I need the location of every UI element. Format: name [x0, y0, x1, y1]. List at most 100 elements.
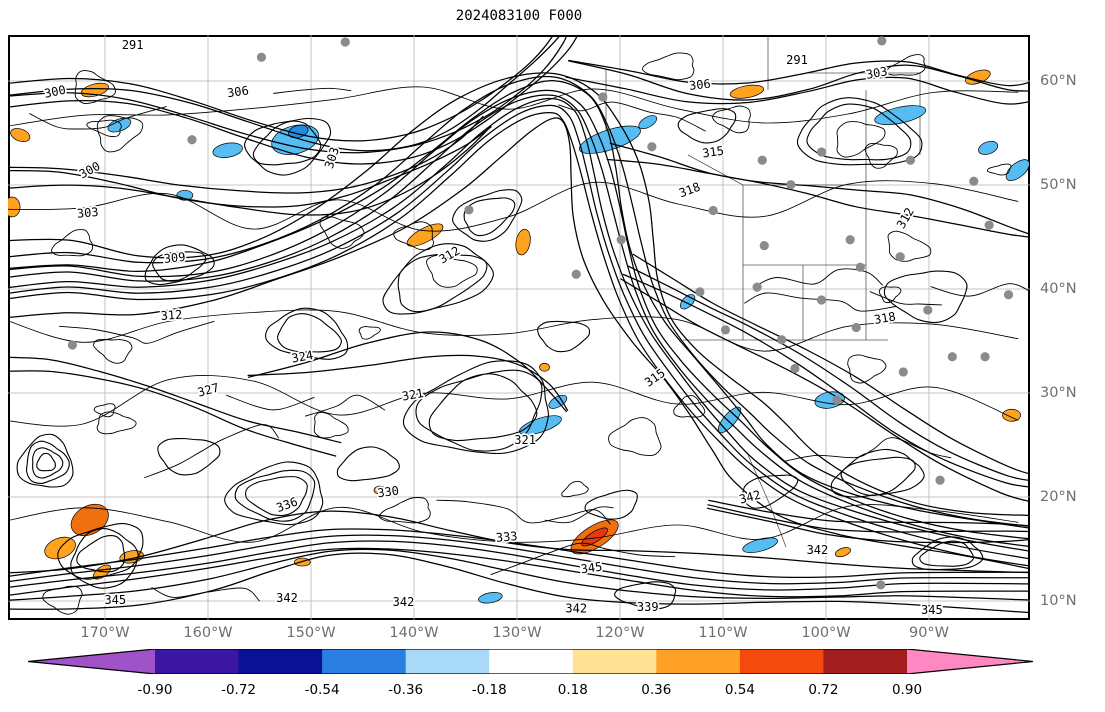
- observation-dot: [187, 135, 197, 145]
- anomaly-patch: [581, 527, 608, 547]
- observation-dot: [935, 475, 945, 485]
- observation-dot: [759, 241, 769, 251]
- anomaly-patch: [729, 84, 765, 99]
- observation-dot: [647, 142, 657, 152]
- observation-dot: [464, 205, 474, 215]
- anomaly-patch: [539, 362, 550, 372]
- observation-dot: [67, 340, 77, 350]
- colorbar-extend-right: [907, 649, 1033, 674]
- map-plot-area: 291 300 306 300 303 303 309 312 312 291 303 306 315 3…: [8, 35, 1030, 620]
- y-tick-label: 50°N: [1040, 177, 1077, 193]
- contour-label: 339: [637, 600, 659, 614]
- observation-dot: [695, 287, 705, 297]
- contour-label: 318: [873, 309, 897, 327]
- observation-dot: [895, 252, 905, 262]
- colorbar-segment: [238, 649, 323, 674]
- colorbar-segment: [405, 649, 490, 674]
- contour-label: 303: [865, 64, 889, 82]
- observation-dots: [67, 36, 1014, 590]
- contour-label: 342: [276, 591, 298, 605]
- contour-label: 321: [401, 386, 425, 404]
- contour-label: 324: [290, 348, 314, 366]
- colorbar-tick-label: 0.54: [724, 682, 755, 698]
- contour-label: 306: [226, 83, 249, 100]
- x-tick-label: 130°W: [492, 625, 542, 641]
- contour-label: 312: [894, 205, 917, 231]
- observation-dot: [786, 180, 796, 190]
- colorbar-extend-left: [28, 649, 155, 674]
- anomaly-patch: [8, 196, 21, 218]
- contour-label: 315: [701, 144, 724, 161]
- contour-label: 306: [688, 77, 711, 93]
- observation-dot: [1003, 290, 1014, 300]
- colorbar-segment: [739, 649, 824, 674]
- observation-dot: [947, 352, 957, 362]
- anomaly-patch: [834, 547, 851, 558]
- contour-label: 333: [495, 529, 518, 545]
- y-tick-label: 60°N: [1040, 73, 1077, 89]
- anomaly-patch: [638, 115, 658, 130]
- contour-label: 315: [642, 366, 668, 390]
- x-tick-label: 150°W: [286, 625, 336, 641]
- observation-dot: [876, 580, 886, 590]
- observation-dot: [855, 262, 865, 272]
- anomaly-patch: [515, 228, 531, 256]
- colorbar-tick-label: -0.18: [471, 682, 507, 698]
- observation-dot: [708, 205, 718, 216]
- colorbar-segment: [823, 649, 908, 674]
- anomaly-patch: [978, 140, 999, 155]
- contour-label: 336: [274, 494, 299, 515]
- contour-label: 312: [160, 307, 183, 322]
- y-tick-label: 40°N: [1040, 281, 1077, 297]
- contour-label: 330: [376, 483, 399, 500]
- observation-dot: [616, 235, 626, 245]
- anomaly-patch: [107, 117, 132, 133]
- contour-lines: [8, 35, 1030, 615]
- x-tick-label: 170°W: [80, 625, 130, 641]
- contour-label: 345: [104, 593, 126, 607]
- colorbar-tick-label: -0.36: [388, 682, 424, 698]
- observation-dot: [757, 155, 767, 165]
- observation-dot: [816, 295, 827, 305]
- colorbar-segment: [489, 649, 574, 674]
- chart-title: 2024083100 F000: [455, 8, 583, 24]
- shaded-anomaly-patches: [8, 69, 1030, 604]
- observation-dot: [898, 367, 908, 377]
- x-tick-label: 110°W: [698, 625, 748, 641]
- anomaly-patch: [965, 69, 991, 85]
- observation-dot: [969, 176, 979, 186]
- contour-label: 309: [163, 250, 186, 266]
- contour-label: 342: [807, 543, 829, 557]
- anomaly-patch: [80, 82, 109, 98]
- y-tick-label: 10°N: [1040, 593, 1077, 609]
- observation-dot: [905, 155, 916, 165]
- observation-dot: [851, 322, 861, 333]
- colorbar-segment: [322, 649, 407, 674]
- observation-dot: [777, 335, 787, 345]
- y-tick-label: 20°N: [1040, 489, 1077, 505]
- anomaly-patch: [373, 485, 387, 495]
- observation-dot: [984, 220, 994, 230]
- anomaly-patch: [1002, 408, 1021, 422]
- contour-label: 342: [738, 488, 763, 507]
- observation-dot: [845, 235, 855, 245]
- colorbar-segment: [572, 649, 657, 674]
- x-tick-label: 90°W: [908, 625, 950, 641]
- observation-dot: [790, 363, 800, 374]
- colorbar-tick-label: -0.54: [304, 682, 340, 698]
- anomaly-patch: [212, 142, 243, 158]
- observation-dot: [816, 147, 827, 157]
- contour-label: 342: [393, 595, 415, 609]
- contour-label: 345: [580, 559, 603, 576]
- x-tick-label: 160°W: [183, 625, 233, 641]
- y-tick-label: 30°N: [1040, 385, 1077, 401]
- observation-dot: [923, 305, 933, 315]
- x-tick-label: 120°W: [595, 625, 645, 641]
- colorbar-tick-label: -0.72: [221, 682, 257, 698]
- colorbar-segment: [155, 649, 240, 674]
- contour-label: 318: [677, 180, 702, 201]
- observation-dot: [720, 325, 731, 335]
- anomaly-patch: [679, 294, 696, 310]
- colorbar-segment: [656, 649, 741, 674]
